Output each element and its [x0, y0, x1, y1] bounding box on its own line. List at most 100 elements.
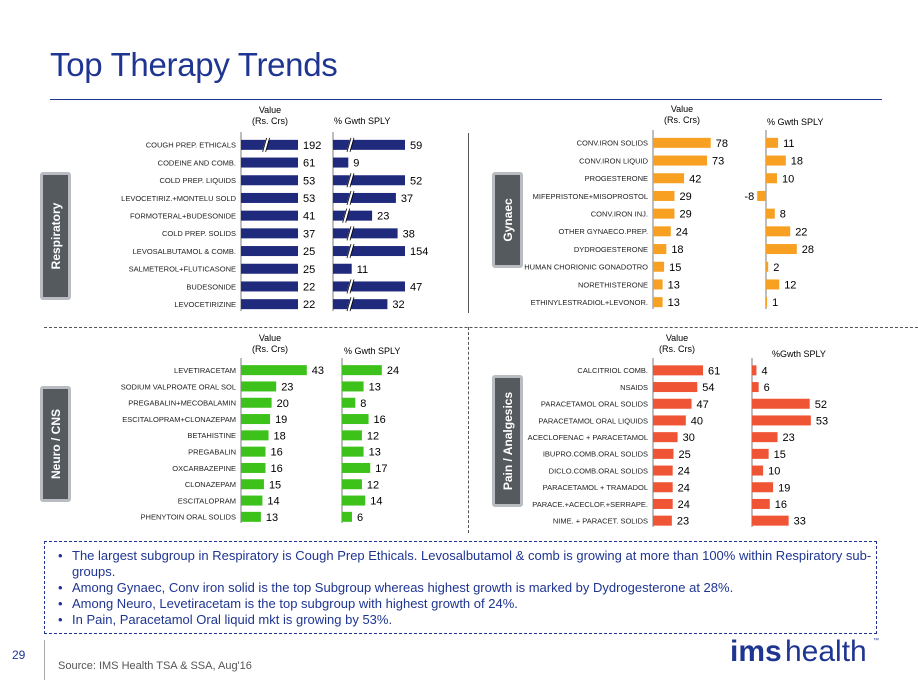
neuro-growth-bar [342, 446, 364, 457]
gynaec-category-label: DYDROGESTERONE [574, 245, 648, 254]
respiratory-category-label: COUGH PREP. ETHICALS [146, 141, 236, 150]
pain-value-label: 40 [691, 415, 703, 427]
quadrant-divider-vertical-top [468, 133, 469, 313]
neuro-value-label: 23 [281, 381, 293, 393]
respiratory-growth-axis-break [349, 279, 355, 294]
pain-growth-bar [752, 482, 774, 493]
neuro-growth-label: 13 [369, 381, 381, 393]
respiratory-value-bar [241, 299, 298, 310]
neuro-growth-bar [342, 462, 371, 473]
respiratory-growth-axis-break [346, 137, 352, 152]
gynaec-value-bar [653, 226, 671, 237]
respiratory-growth-bar [333, 157, 349, 168]
pain-growth-header: %Gwth SPLY [772, 349, 826, 359]
pain-growth-bar [752, 515, 789, 526]
pain-growth-label: 23 [783, 432, 795, 444]
pain-value-bar [653, 382, 698, 393]
respiratory-value-label: 53 [303, 193, 315, 205]
gynaec-growth-bar [766, 208, 775, 219]
respiratory-growth-axis-break [349, 190, 355, 206]
neuro-tab: Neuro / CNS [40, 386, 71, 502]
neuro-growth-label: 17 [375, 463, 387, 475]
gynaec-growth-bar [766, 244, 797, 255]
pain-growth-label: 19 [778, 482, 790, 494]
neuro-growth-header: % Gwth SPLY [344, 346, 401, 356]
respiratory-value-label: 37 [303, 228, 315, 240]
neuro-value-label: 15 [269, 479, 281, 491]
respiratory-growth-bar [333, 281, 405, 292]
neuro-growth-bar [342, 511, 352, 522]
respiratory-category-label: SALMETEROL+FLUTICASONE [129, 265, 236, 274]
respiratory-category-label: LEVOSALBUTAMOL & COMB. [133, 247, 236, 256]
respiratory-value-bar [241, 157, 298, 168]
gynaec-growth-label: 10 [782, 173, 794, 185]
neuro-value-bar [241, 365, 307, 376]
respiratory-growth-axis-break [346, 190, 354, 206]
neuro-category-label: LEVETIRACETAM [174, 366, 236, 375]
respiratory-growth-axis-break [346, 243, 352, 259]
respiratory-value-label: 25 [303, 246, 315, 258]
pain-growth-bar [752, 465, 764, 476]
pain-value-label: 30 [683, 432, 695, 444]
neuro-growth-bar [342, 397, 356, 408]
gynaec-value-label: 29 [679, 209, 691, 221]
respiratory-value-bar [241, 139, 298, 150]
pain-growth-bar [752, 448, 769, 459]
pain-value-bar [653, 365, 704, 376]
neuro-value-bar [241, 479, 264, 490]
neuro-value-bar [241, 511, 261, 522]
gynaec-category-label: CONV.IRON SOLIDS [577, 139, 648, 148]
neuro-value-bar [241, 381, 277, 392]
gynaec-category-label: NORETHISTERONE [578, 280, 648, 289]
gynaec-growth-bar [766, 297, 768, 308]
respiratory-growth-axis-break [346, 226, 352, 241]
pain-value-bar [653, 432, 678, 443]
respiratory-growth-bar [333, 192, 396, 203]
gynaec-growth-label: 18 [791, 156, 803, 168]
pain-category-label: ACECLOFENAC + PARACETAMOL [528, 433, 648, 442]
gynaec-category-label: PROGESTERONE [585, 174, 648, 183]
respiratory-category-label: FORMOTERAL+BUDESONIDE [130, 211, 236, 220]
pain-growth-bar [752, 415, 811, 426]
respiratory-growth-axis-break [349, 173, 355, 188]
neuro-category-label: PREGABALIN+MECOBALAMIN [128, 399, 236, 408]
gynaec-category-label: OTHER GYNAECO.PREP. [559, 227, 648, 236]
respiratory-growth-bar [333, 263, 352, 274]
respiratory-growth-bar [333, 210, 373, 221]
neuro-category-label: ESCITALOPRAM [178, 496, 236, 505]
neuro-category-label: PREGABALIN [188, 447, 236, 456]
gynaec-value-label: 42 [689, 173, 701, 185]
gynaec-value-bar [653, 208, 675, 219]
neuro-category-label: OXCARBAZEPINE [172, 464, 236, 473]
gynaec-value-label: 29 [679, 191, 691, 203]
gynaec-growth-bar [766, 279, 780, 290]
gynaec-value-bar [653, 190, 675, 201]
pain-value-label: 24 [678, 499, 690, 511]
pain-value-label: 54 [702, 382, 714, 394]
respiratory-value-label: 192 [303, 140, 321, 152]
gynaec-value-label: 15 [669, 262, 681, 274]
respiratory-category-label: LEVOCETIRIZINE [174, 300, 236, 309]
neuro-value-label: 16 [270, 463, 282, 475]
logo-mark: ims health ™ [730, 635, 879, 668]
respiratory-growth-label: 37 [401, 193, 413, 205]
pain-growth-bar [752, 498, 770, 509]
pain-growth-label: 33 [794, 516, 806, 528]
neuro-growth-bar [342, 414, 369, 425]
respiratory-growth-bar [333, 299, 388, 310]
respiratory-growth-label: 11 [357, 264, 368, 276]
neuro-value-label: 19 [275, 414, 287, 426]
gynaec-growth-label: 11 [783, 138, 794, 150]
pain-value-label: 47 [697, 399, 709, 411]
gynaec-growth-bar [766, 226, 791, 237]
pain-growth-bar [752, 432, 778, 443]
neuro-growth-label: 6 [357, 512, 363, 524]
neuro-category-label: ESCITALOPRAM+CLONAZEPAM [122, 415, 236, 424]
respiratory-growth-axis-break [346, 297, 352, 312]
gynaec-growth-bar [766, 173, 777, 184]
gynaec-value-label: 24 [676, 226, 688, 238]
neuro-category-label: PHENYTOIN ORAL SOLIDS [141, 513, 236, 522]
gynaec-value-label: 13 [668, 279, 680, 291]
neuro-category-label: CLONAZEPAM [185, 480, 236, 489]
respiratory-category-label: COLD PREP. LIQUIDS [159, 176, 236, 185]
